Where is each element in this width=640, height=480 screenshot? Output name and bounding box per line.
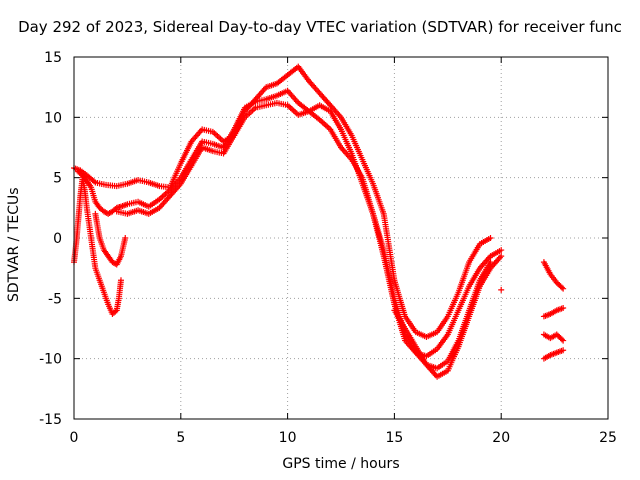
y-axis-label: SDTVAR / TECUs xyxy=(6,187,22,302)
series-dip-2 xyxy=(92,210,129,268)
series-dip-1 xyxy=(71,174,124,318)
plot-frame xyxy=(73,56,609,420)
data-point xyxy=(560,347,567,354)
data-point xyxy=(560,337,567,344)
data-layer xyxy=(71,63,567,380)
data-point xyxy=(117,277,124,284)
x-tick-label: 5 xyxy=(176,430,185,446)
y-tick-label: -10 xyxy=(39,352,62,368)
series-track-c xyxy=(113,99,494,372)
y-tick-label: 10 xyxy=(44,110,62,126)
series-tail-3 xyxy=(540,331,567,344)
series-late-pass-2 xyxy=(498,286,505,293)
series-track-b xyxy=(75,87,505,360)
series-late-pass-1 xyxy=(391,253,505,380)
series-tail-2 xyxy=(540,304,567,320)
data-point xyxy=(558,284,565,291)
x-tick-label: 20 xyxy=(492,430,510,446)
chart-title: Day 292 of 2023, Sidereal Day-to-day VTE… xyxy=(18,18,622,36)
data-point xyxy=(498,286,505,293)
grid-layer xyxy=(74,57,608,419)
series-tail-1 xyxy=(540,259,567,292)
data-point xyxy=(560,285,567,292)
data-point xyxy=(122,235,129,241)
data-point xyxy=(560,304,567,311)
data-point xyxy=(558,336,565,343)
y-tick-label: -15 xyxy=(39,412,62,428)
data-point xyxy=(487,235,494,241)
y-tick-label: 0 xyxy=(53,231,62,247)
y-tick-label: 15 xyxy=(44,50,62,66)
x-tick-label: 10 xyxy=(279,430,297,446)
y-tick-label: -5 xyxy=(48,291,62,307)
data-point xyxy=(498,253,505,260)
x-tick-label: 25 xyxy=(599,430,617,446)
tick-layer: 0 5 10 15 20 25 -15 -10 -5 0 5 10 15 xyxy=(39,50,617,446)
data-point xyxy=(498,247,505,254)
x-tick-label: 15 xyxy=(385,430,403,446)
x-tick-label: 0 xyxy=(70,430,79,446)
y-tick-label: 5 xyxy=(53,171,62,187)
series-tail-4 xyxy=(540,347,567,362)
x-axis-label: GPS time / hours xyxy=(282,456,400,472)
data-point xyxy=(487,259,494,266)
